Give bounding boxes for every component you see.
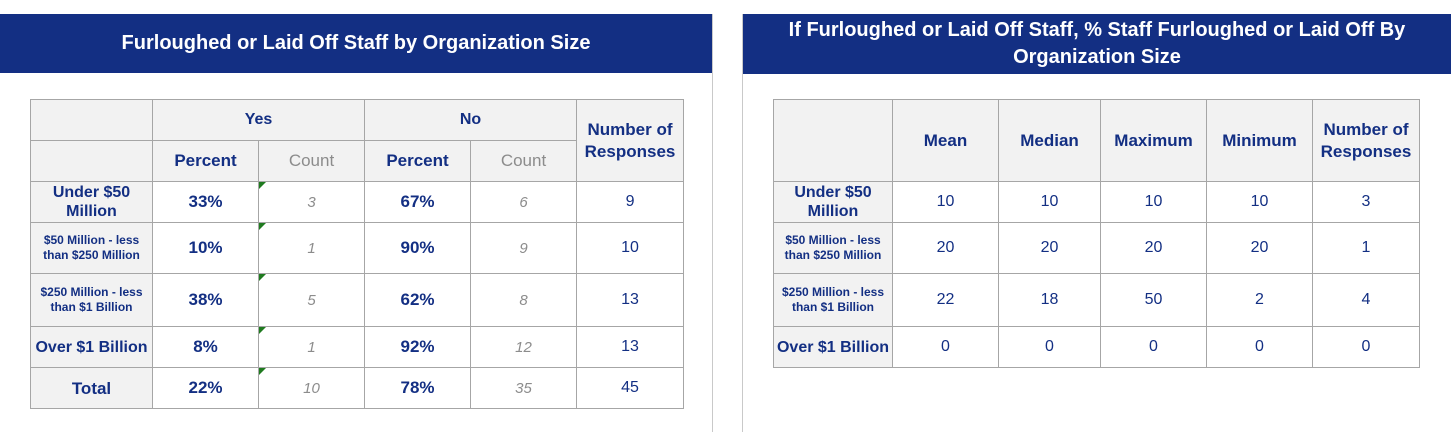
median-cell: 20 <box>998 222 1101 274</box>
header-no-count: Count <box>469 140 578 182</box>
table-row: $50 Million - less than $250 Million 10%… <box>30 222 685 274</box>
row-label: $50 Million - less than $250 Million <box>30 222 153 274</box>
table-row: Under $50 Million 10 10 10 10 3 <box>773 181 1420 223</box>
responses-cell: 4 <box>1312 273 1420 327</box>
mean-cell: 10 <box>892 181 999 223</box>
median-cell: 0 <box>998 326 1101 368</box>
minimum-cell: 10 <box>1206 181 1313 223</box>
yes-count-cell: 5 <box>258 273 365 327</box>
furlough-by-size-table: Yes No Number of Responses Percent Count… <box>30 99 685 409</box>
header-no: No <box>363 99 578 141</box>
table-row: Under $50 Million 33% 3 67% 6 9 <box>30 181 685 223</box>
responses-cell: 0 <box>1312 326 1420 368</box>
comment-marker-icon <box>259 223 266 230</box>
no-count-cell: 9 <box>469 222 578 274</box>
yes-count-cell: 3 <box>258 181 365 223</box>
left-panel: Furloughed or Laid Off Staff by Organiza… <box>0 14 713 432</box>
row-label: Under $50 Million <box>30 181 153 223</box>
corner-cell <box>30 99 153 141</box>
no-percent-cell: 62% <box>364 273 471 327</box>
median-cell: 18 <box>998 273 1101 327</box>
no-count-cell: 35 <box>469 367 578 409</box>
responses-cell: 45 <box>576 367 685 409</box>
row-label: $50 Million - less than $250 Million <box>773 222 893 274</box>
minimum-cell: 20 <box>1206 222 1313 274</box>
yes-percent-cell: 22% <box>152 367 259 409</box>
corner-cell <box>773 99 893 182</box>
comment-marker-icon <box>259 327 266 334</box>
table-row: $250 Million - less than $1 Billion 38% … <box>30 273 685 327</box>
comment-marker-icon <box>259 368 266 375</box>
maximum-cell: 20 <box>1100 222 1207 274</box>
comment-marker-icon <box>259 274 266 281</box>
row-label: $250 Million - less than $1 Billion <box>773 273 893 327</box>
row-label: Over $1 Billion <box>30 326 153 368</box>
minimum-cell: 2 <box>1206 273 1313 327</box>
left-panel-title: Furloughed or Laid Off Staff by Organiza… <box>0 14 712 73</box>
row-label: Over $1 Billion <box>773 326 893 368</box>
yes-percent-cell: 8% <box>152 326 259 368</box>
row-label: Total <box>30 367 153 409</box>
no-percent-cell: 92% <box>364 326 471 368</box>
comment-marker-icon <box>259 182 266 189</box>
yes-count-cell: 1 <box>258 326 365 368</box>
table-row: Over $1 Billion 8% 1 92% 12 13 <box>30 326 685 368</box>
yes-count-cell: 10 <box>258 367 365 409</box>
header-median: Median <box>998 99 1101 182</box>
table-row: Over $1 Billion 0 0 0 0 0 <box>773 326 1420 368</box>
no-percent-cell: 90% <box>364 222 471 274</box>
total-row: Total 22% 10 78% 35 45 <box>30 367 685 409</box>
mean-cell: 0 <box>892 326 999 368</box>
table-row: $50 Million - less than $250 Million 20 … <box>773 222 1420 274</box>
header-mean: Mean <box>892 99 999 182</box>
responses-cell: 1 <box>1312 222 1420 274</box>
yes-percent-cell: 10% <box>152 222 259 274</box>
header-maximum: Maximum <box>1100 99 1207 182</box>
header-no-percent: Percent <box>364 140 471 182</box>
header-yes-count: Count <box>258 140 365 182</box>
yes-percent-cell: 38% <box>152 273 259 327</box>
header-responses: Number of Responses <box>1312 99 1420 182</box>
no-percent-cell: 67% <box>364 181 471 223</box>
right-panel-title: If Furloughed or Laid Off Staff, % Staff… <box>743 14 1451 74</box>
right-panel: If Furloughed or Laid Off Staff, % Staff… <box>742 14 1451 432</box>
responses-cell: 13 <box>576 326 685 368</box>
maximum-cell: 10 <box>1100 181 1207 223</box>
no-count-cell: 6 <box>469 181 578 223</box>
yes-count-cell: 1 <box>258 222 365 274</box>
header-yes: Yes <box>152 99 365 141</box>
responses-cell: 10 <box>576 222 685 274</box>
mean-cell: 22 <box>892 273 999 327</box>
row-label: $250 Million - less than $1 Billion <box>30 273 153 327</box>
minimum-cell: 0 <box>1206 326 1313 368</box>
header-responses: Number of Responses <box>576 99 685 182</box>
responses-cell: 9 <box>576 181 685 223</box>
corner-cell <box>30 140 153 182</box>
header-minimum: Minimum <box>1206 99 1313 182</box>
median-cell: 10 <box>998 181 1101 223</box>
maximum-cell: 0 <box>1100 326 1207 368</box>
responses-cell: 13 <box>576 273 685 327</box>
no-percent-cell: 78% <box>364 367 471 409</box>
no-count-cell: 8 <box>469 273 578 327</box>
responses-cell: 3 <box>1312 181 1420 223</box>
header-yes-percent: Percent <box>152 140 259 182</box>
yes-percent-cell: 33% <box>152 181 259 223</box>
mean-cell: 20 <box>892 222 999 274</box>
row-label: Under $50 Million <box>773 181 893 223</box>
no-count-cell: 12 <box>469 326 578 368</box>
maximum-cell: 50 <box>1100 273 1207 327</box>
percent-furloughed-table: Mean Median Maximum Minimum Number of Re… <box>773 99 1420 368</box>
table-row: $250 Million - less than $1 Billion 22 1… <box>773 273 1420 327</box>
